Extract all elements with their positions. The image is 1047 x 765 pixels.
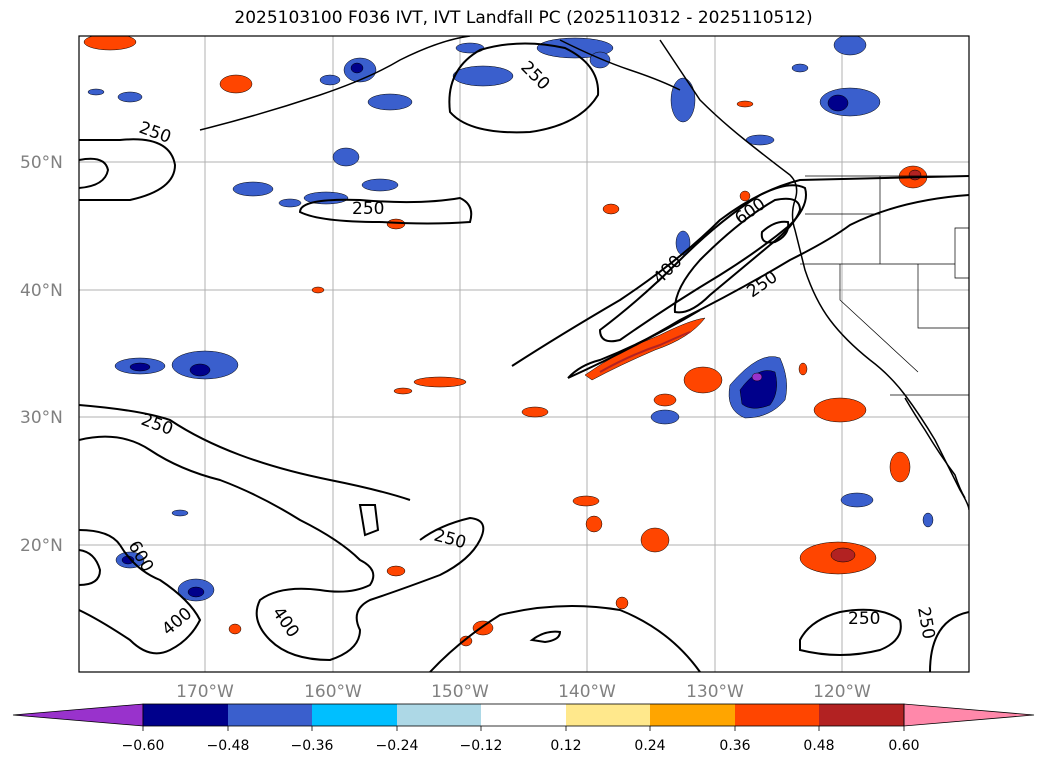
colorbar-right-extend bbox=[903, 703, 1035, 727]
colorbar-segment bbox=[397, 704, 481, 726]
colorbar-segment bbox=[143, 704, 228, 726]
latitude-labels: 50°N 40°N 30°N 20°N bbox=[20, 153, 63, 556]
colorbar-segment bbox=[735, 704, 819, 726]
lat-label: 20°N bbox=[20, 536, 63, 556]
lon-label: 170°W bbox=[176, 682, 234, 702]
lat-label: 40°N bbox=[20, 281, 63, 301]
colorbar: −0.60 −0.48 −0.36 −0.24 −0.12 0.12 0.24 … bbox=[12, 703, 1035, 754]
lon-label: 140°W bbox=[558, 682, 616, 702]
colorbar-segment bbox=[312, 704, 397, 726]
contour-labels: 250 250 250 250 250 250 250 250 400 400 … bbox=[124, 57, 939, 641]
ivt-contours bbox=[79, 42, 969, 672]
colorbar-tick-label: 0.24 bbox=[634, 738, 665, 754]
colorbar-segment bbox=[481, 704, 566, 726]
colorbar-segment bbox=[228, 704, 312, 726]
map-frame bbox=[78, 35, 970, 673]
contour-label: 250 bbox=[848, 609, 880, 629]
colorbar-tick-label: 0.60 bbox=[888, 738, 919, 754]
colorbar-left-extend bbox=[12, 703, 144, 727]
chart-title: 2025103100 F036 IVT, IVT Landfall PC (20… bbox=[234, 8, 813, 28]
lon-label: 150°W bbox=[431, 682, 489, 702]
contour-label: 250 bbox=[352, 199, 384, 219]
lon-label: 120°W bbox=[813, 682, 871, 702]
colorbar-segment bbox=[650, 704, 735, 726]
colorbar-segment bbox=[566, 704, 650, 726]
lon-label: 160°W bbox=[304, 682, 362, 702]
colorbar-segment bbox=[819, 704, 904, 726]
lat-label: 50°N bbox=[20, 153, 63, 173]
colorbar-tick-label: 0.48 bbox=[803, 738, 834, 754]
longitude-labels: 170°W 160°W 150°W 140°W 130°W 120°W bbox=[176, 682, 871, 702]
colorbar-tick-label: 0.12 bbox=[550, 738, 581, 754]
colorbar-tick-label: −0.36 bbox=[291, 738, 334, 754]
colorbar-tick-label: −0.12 bbox=[460, 738, 503, 754]
colorbar-tick-label: −0.60 bbox=[122, 738, 165, 754]
colorbar-tick-label: 0.36 bbox=[719, 738, 750, 754]
coastlines bbox=[199, 36, 969, 511]
colorbar-tick-label: −0.48 bbox=[207, 738, 250, 754]
colorbar-tick-label: −0.24 bbox=[376, 738, 419, 754]
lon-label: 130°W bbox=[686, 682, 744, 702]
lat-label: 30°N bbox=[20, 408, 63, 428]
